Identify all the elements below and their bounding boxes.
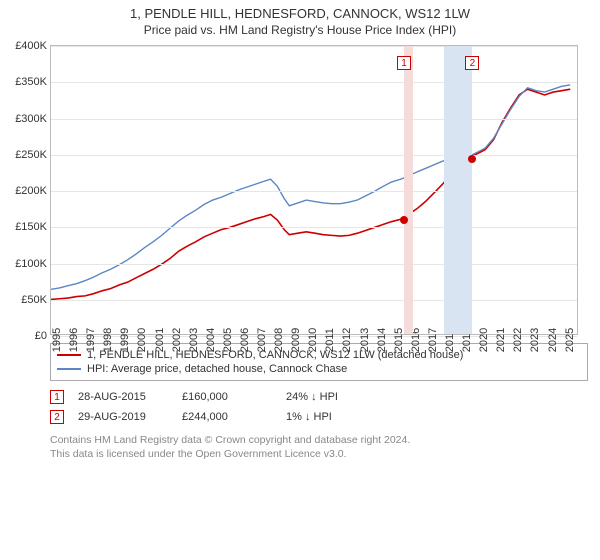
x-axis-label: 2022 bbox=[512, 328, 524, 352]
x-axis-label: 2012 bbox=[341, 328, 353, 352]
chart: £0£50K£100K£150K£200K£250K£300K£350K£400… bbox=[10, 45, 588, 335]
x-axis-label: 2021 bbox=[495, 328, 507, 352]
y-axis-label: £400K bbox=[15, 40, 47, 52]
event-number: 2 bbox=[50, 410, 64, 424]
x-axis-label: 2009 bbox=[290, 328, 302, 352]
x-axis-label: 2010 bbox=[307, 328, 319, 352]
event-row: 2 29-AUG-2019 £244,000 1% ↓ HPI bbox=[50, 407, 588, 427]
x-axis-label: 2005 bbox=[222, 328, 234, 352]
legend-swatch bbox=[57, 354, 81, 356]
highlight-band bbox=[404, 46, 413, 334]
x-axis-label: 2014 bbox=[376, 328, 388, 352]
legend-label: HPI: Average price, detached house, Cann… bbox=[87, 363, 347, 375]
gridline bbox=[51, 227, 577, 228]
x-axis-label: 2011 bbox=[324, 328, 336, 352]
y-axis-label: £200K bbox=[15, 185, 47, 197]
title-line2: Price paid vs. HM Land Registry's House … bbox=[0, 23, 600, 37]
event-price: £244,000 bbox=[182, 411, 272, 423]
y-axis-label: £150K bbox=[15, 221, 47, 233]
y-axis-label: £100K bbox=[15, 258, 47, 270]
x-axis-label: 2004 bbox=[205, 328, 217, 352]
event-row: 1 28-AUG-2015 £160,000 24% ↓ HPI bbox=[50, 387, 588, 407]
line-series bbox=[51, 46, 577, 334]
x-axis-label: 2023 bbox=[529, 328, 541, 352]
sale-point bbox=[400, 216, 408, 224]
event-date: 28-AUG-2015 bbox=[78, 391, 168, 403]
gridline bbox=[51, 191, 577, 192]
sale-point bbox=[468, 155, 476, 163]
event-table: 1 28-AUG-2015 £160,000 24% ↓ HPI 2 29-AUG-201… bbox=[50, 387, 588, 427]
x-axis-label: 2001 bbox=[154, 328, 166, 352]
x-axis-label: 2020 bbox=[478, 328, 490, 352]
gridline bbox=[51, 155, 577, 156]
gridline bbox=[51, 264, 577, 265]
legend-row: HPI: Average price, detached house, Cann… bbox=[57, 362, 581, 376]
event-number: 1 bbox=[50, 390, 64, 404]
title-line1: 1, PENDLE HILL, HEDNESFORD, CANNOCK, WS1… bbox=[0, 6, 600, 21]
series-hpi bbox=[51, 85, 570, 289]
x-axis-label: 1997 bbox=[85, 328, 97, 352]
event-delta: 1% ↓ HPI bbox=[286, 411, 376, 423]
x-axis-label: 2017 bbox=[427, 328, 439, 352]
x-axis-label: 2006 bbox=[239, 328, 251, 352]
footer: Contains HM Land Registry data © Crown c… bbox=[50, 433, 588, 461]
legend-swatch bbox=[57, 368, 81, 370]
x-axis-label: 1999 bbox=[119, 328, 131, 352]
x-axis-label: 2003 bbox=[188, 328, 200, 352]
x-axis-label: 2025 bbox=[564, 328, 576, 352]
event-marker: 1 bbox=[397, 56, 411, 70]
titles: 1, PENDLE HILL, HEDNESFORD, CANNOCK, WS1… bbox=[0, 0, 600, 37]
event-date: 29-AUG-2019 bbox=[78, 411, 168, 423]
y-axis-label: £350K bbox=[15, 76, 47, 88]
event-delta: 24% ↓ HPI bbox=[286, 391, 376, 403]
x-axis-label: 1996 bbox=[68, 328, 80, 352]
footer-line1: Contains HM Land Registry data © Crown c… bbox=[50, 433, 588, 447]
event-marker: 2 bbox=[465, 56, 479, 70]
x-axis-label: 2000 bbox=[136, 328, 148, 352]
y-axis-label: £50K bbox=[21, 294, 47, 306]
event-price: £160,000 bbox=[182, 391, 272, 403]
gridline bbox=[51, 82, 577, 83]
gridline bbox=[51, 46, 577, 47]
gridline bbox=[51, 119, 577, 120]
highlight-band bbox=[444, 46, 472, 334]
y-axis-label: £250K bbox=[15, 149, 47, 161]
x-axis-label: 2007 bbox=[256, 328, 268, 352]
x-axis-label: 2002 bbox=[171, 328, 183, 352]
footer-line2: This data is licensed under the Open Gov… bbox=[50, 447, 588, 461]
plot-area: £0£50K£100K£150K£200K£250K£300K£350K£400… bbox=[50, 45, 578, 335]
y-axis-label: £0 bbox=[35, 330, 47, 342]
x-axis-label: 1998 bbox=[102, 328, 114, 352]
y-axis-label: £300K bbox=[15, 113, 47, 125]
gridline bbox=[51, 300, 577, 301]
x-axis-label: 2013 bbox=[359, 328, 371, 352]
x-axis-label: 2024 bbox=[547, 328, 559, 352]
page: 1, PENDLE HILL, HEDNESFORD, CANNOCK, WS1… bbox=[0, 0, 600, 560]
x-axis-label: 2008 bbox=[273, 328, 285, 352]
x-axis-label: 1995 bbox=[51, 328, 63, 352]
series-price_paid bbox=[51, 89, 570, 299]
x-axis-label: 2015 bbox=[393, 328, 405, 352]
